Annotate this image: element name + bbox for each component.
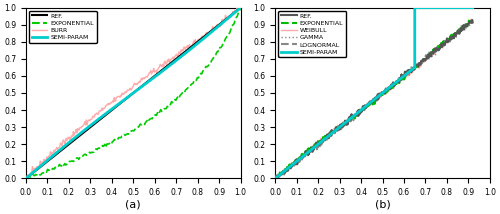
X-axis label: (a): (a) (126, 200, 141, 210)
Legend: REF., EXPONENTIAL, BURR, SEMI-PARAM: REF., EXPONENTIAL, BURR, SEMI-PARAM (29, 11, 96, 43)
X-axis label: (b): (b) (374, 200, 390, 210)
Legend: REF., EXPONENTIAL, WEIBULL, GAMMA, LOGNORMAL, SEMI-PARAM: REF., EXPONENTIAL, WEIBULL, GAMMA, LOGNO… (278, 11, 346, 57)
